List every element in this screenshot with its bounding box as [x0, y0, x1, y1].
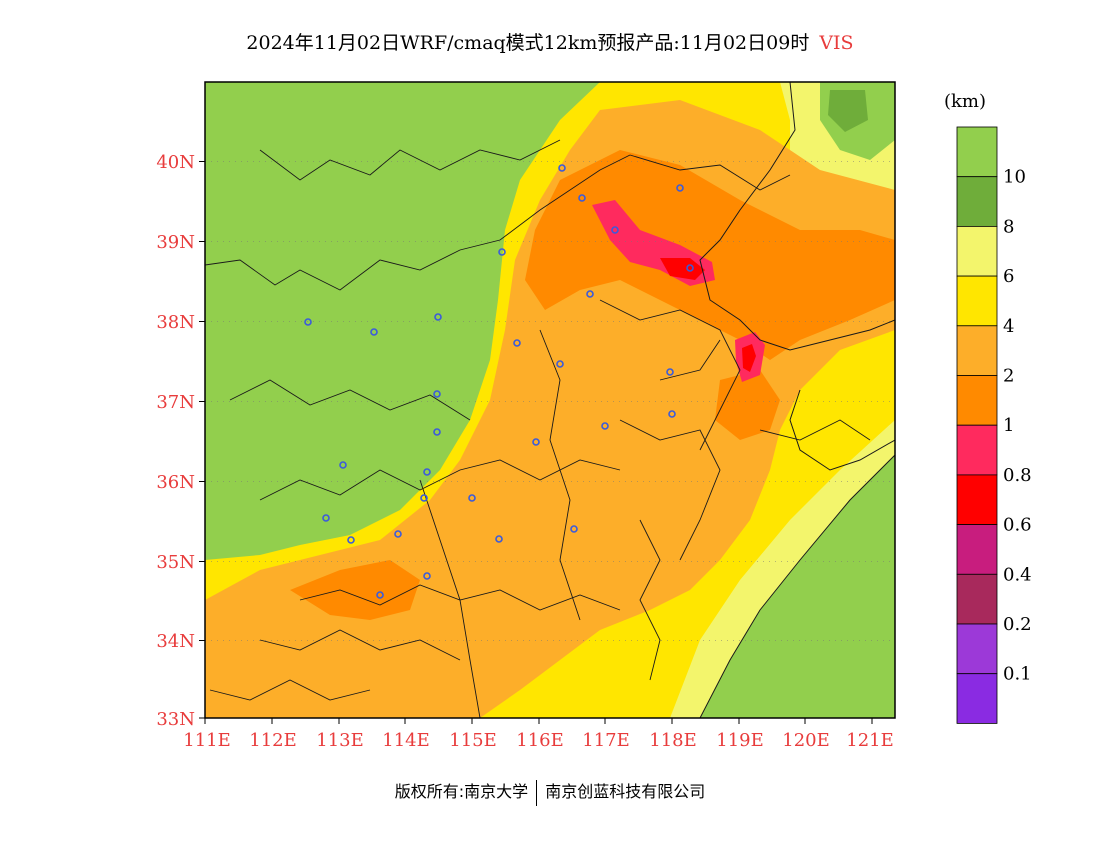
legend-label: 0.4: [1003, 564, 1032, 585]
legend-label: 0.1: [1003, 664, 1032, 685]
legend-unit: (km): [944, 91, 986, 112]
legend-swatch: [956, 673, 998, 724]
lon-labels: 111E 112E 113E 114E 115E 116E 117E 118E …: [183, 730, 894, 751]
legend-colorbar: [956, 126, 998, 724]
lon-label: 115E: [449, 730, 497, 751]
legend-label: 1: [1003, 415, 1014, 436]
field-red-bohai-core: [742, 344, 756, 372]
field-red-tianjin: [660, 258, 705, 280]
lat-label: 34N: [156, 631, 195, 652]
legend-label: 0.2: [1003, 614, 1032, 635]
lon-label: 121E: [846, 730, 894, 751]
legend-label: 2: [1003, 366, 1014, 387]
lon-label: 111E: [183, 730, 231, 751]
legend-labels: 10 8 6 4 2 1 0.8 0.6 0.4 0.2 0.1: [1003, 167, 1032, 685]
lon-label: 113E: [316, 730, 364, 751]
legend-swatch: [956, 225, 998, 277]
lat-label: 36N: [156, 472, 195, 493]
lat-label: 33N: [156, 709, 195, 730]
field-green-west: [205, 82, 600, 560]
lat-label: 35N: [156, 552, 195, 573]
legend-label: 4: [1003, 316, 1014, 337]
lat-label: 37N: [156, 392, 195, 413]
field-lightyellow-southeast: [670, 420, 895, 718]
visibility-field: [205, 82, 895, 718]
title-variable: VIS: [819, 32, 854, 54]
legend-label: 10: [1003, 167, 1026, 188]
legend-swatch: [956, 275, 998, 327]
legend-swatch: [956, 126, 998, 178]
legend-swatch: [956, 573, 998, 625]
legend-swatch: [956, 375, 998, 426]
field-darkorange-north: [525, 150, 895, 360]
copyright-left: 版权所有:南京大学: [394, 782, 529, 801]
legend-swatch: [956, 623, 998, 675]
field-darkgreen-northeast: [828, 90, 868, 132]
lon-label: 120E: [782, 730, 830, 751]
legend-swatch: [956, 325, 998, 376]
legend-swatch: [956, 176, 998, 227]
chart-title: 2024年11月02日WRF/cmaq模式12km预报产品:11月02日09时 V…: [0, 28, 1100, 55]
lon-label: 112E: [249, 730, 297, 751]
copyright-separator: [536, 779, 538, 806]
coastline: [699, 82, 895, 718]
copyright: 版权所有:南京大学 南京创蓝科技有限公司: [0, 778, 1100, 806]
field-green-southeast: [700, 455, 895, 718]
admin-borders: [205, 139, 871, 718]
legend-label: 8: [1003, 216, 1014, 237]
lat-ticks: [199, 161, 205, 719]
lat-label: 39N: [156, 232, 195, 253]
legend-label: 0.6: [1003, 515, 1032, 536]
legend-swatch: [956, 524, 998, 575]
legend-label: 0.8: [1003, 465, 1032, 486]
lat-label: 40N: [156, 152, 195, 173]
city-markers: [304, 164, 694, 599]
field-darkorange-south: [290, 560, 420, 620]
lat-label: 38N: [156, 312, 195, 333]
title-main: 2024年11月02日WRF/cmaq模式12km预报产品:11月02日09时: [246, 32, 810, 54]
legend-label: 6: [1003, 266, 1014, 287]
copyright-right: 南京创蓝科技有限公司: [545, 782, 706, 801]
lon-label: 118E: [649, 730, 697, 751]
lon-label: 117E: [582, 730, 630, 751]
lon-label: 114E: [382, 730, 430, 751]
legend-swatch: [956, 424, 998, 476]
legend-swatch: [956, 474, 998, 525]
lon-label: 116E: [516, 730, 564, 751]
lat-labels: 40N 39N 38N 37N 36N 35N 34N 33N: [156, 152, 195, 730]
map-frame: [204, 81, 896, 719]
lon-ticks: [204, 718, 873, 724]
lon-label: 119E: [716, 730, 764, 751]
